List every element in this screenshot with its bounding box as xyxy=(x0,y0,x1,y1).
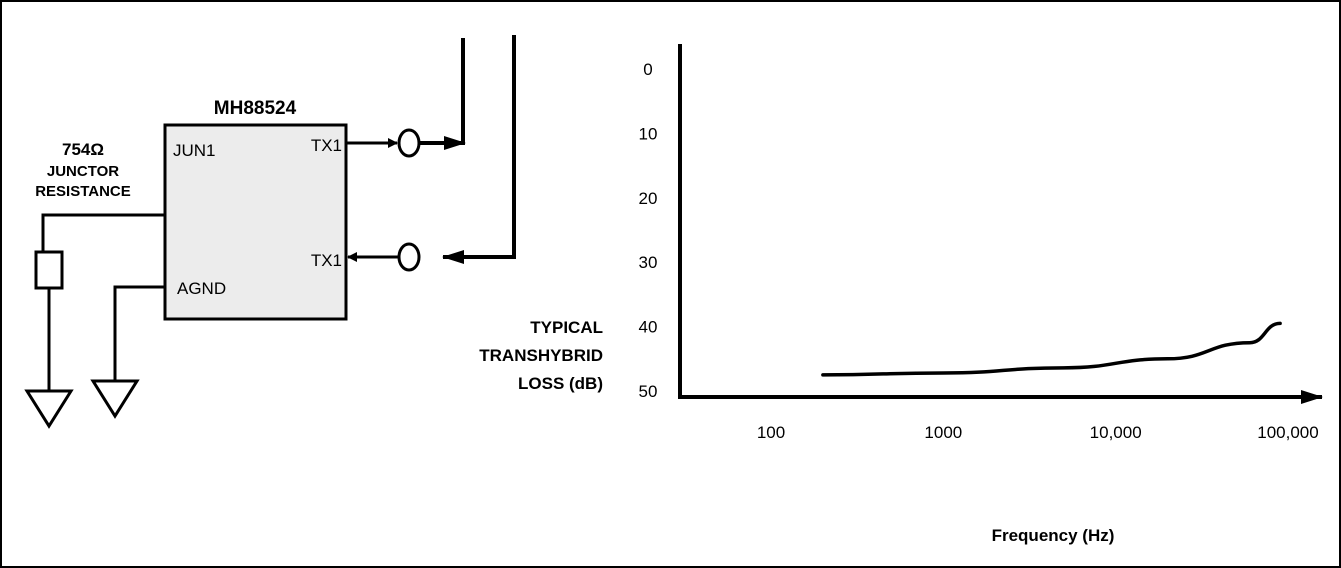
pin-agnd-label: AGND xyxy=(177,279,226,298)
y-axis-label-line3: LOSS (dB) xyxy=(518,374,603,393)
chip-name: MH88524 xyxy=(214,98,297,119)
ground-symbol-2 xyxy=(90,379,140,419)
pin-jun-label: JUN1 xyxy=(173,141,216,160)
x-tick-label: 100 xyxy=(757,423,785,442)
y-tick-label: 50 xyxy=(639,382,658,401)
y-tick-label: 0 xyxy=(643,60,652,79)
y-tick-label: 40 xyxy=(639,318,658,337)
x-tick-labels: 100 1000 10,000 100,000 xyxy=(757,423,1319,442)
pin-tx-top-label: TX1 xyxy=(311,136,342,155)
chip-body xyxy=(163,123,348,321)
resistor-value: 754Ω xyxy=(62,140,104,159)
ground-symbol-1 xyxy=(24,389,74,429)
x-tick-label: 1000 xyxy=(924,423,962,442)
y-tick-label: 20 xyxy=(639,189,658,208)
y-tick-label: 10 xyxy=(639,124,658,143)
pin-tx-bottom-label: TX1 xyxy=(311,251,342,270)
tx-top-terminal xyxy=(397,128,421,158)
chart: TYPICAL TRANSHYBRID LOSS (dB) 0 10 20 30 40 5… xyxy=(479,44,1323,545)
y-axis-label-line1: TYPICAL xyxy=(530,318,603,337)
tx-bottom-terminal xyxy=(397,242,421,272)
circuit-diagram: MH88524 JUN1 TX1 TX1 AGND 754Ω JUNCTOR R… xyxy=(24,35,516,429)
x-tick-label: 100,000 xyxy=(1257,423,1318,442)
resistor-symbol xyxy=(34,250,64,290)
x-tick-label: 10,000 xyxy=(1090,423,1142,442)
jun-wire xyxy=(41,213,165,252)
resistor-label-line2: RESISTANCE xyxy=(35,183,131,200)
y-axis-label-line2: TRANSHYBRID xyxy=(479,346,603,365)
y-tick-label: 30 xyxy=(639,253,658,272)
series-lines xyxy=(821,321,1282,377)
y-tick-labels: 0 10 20 30 40 50 xyxy=(639,60,658,401)
agnd-wire xyxy=(113,285,165,381)
x-axis-label: Frequency (Hz) xyxy=(992,526,1115,545)
series-line-0 xyxy=(821,321,1282,377)
resistor-label-line1: JUNCTOR xyxy=(47,163,119,180)
